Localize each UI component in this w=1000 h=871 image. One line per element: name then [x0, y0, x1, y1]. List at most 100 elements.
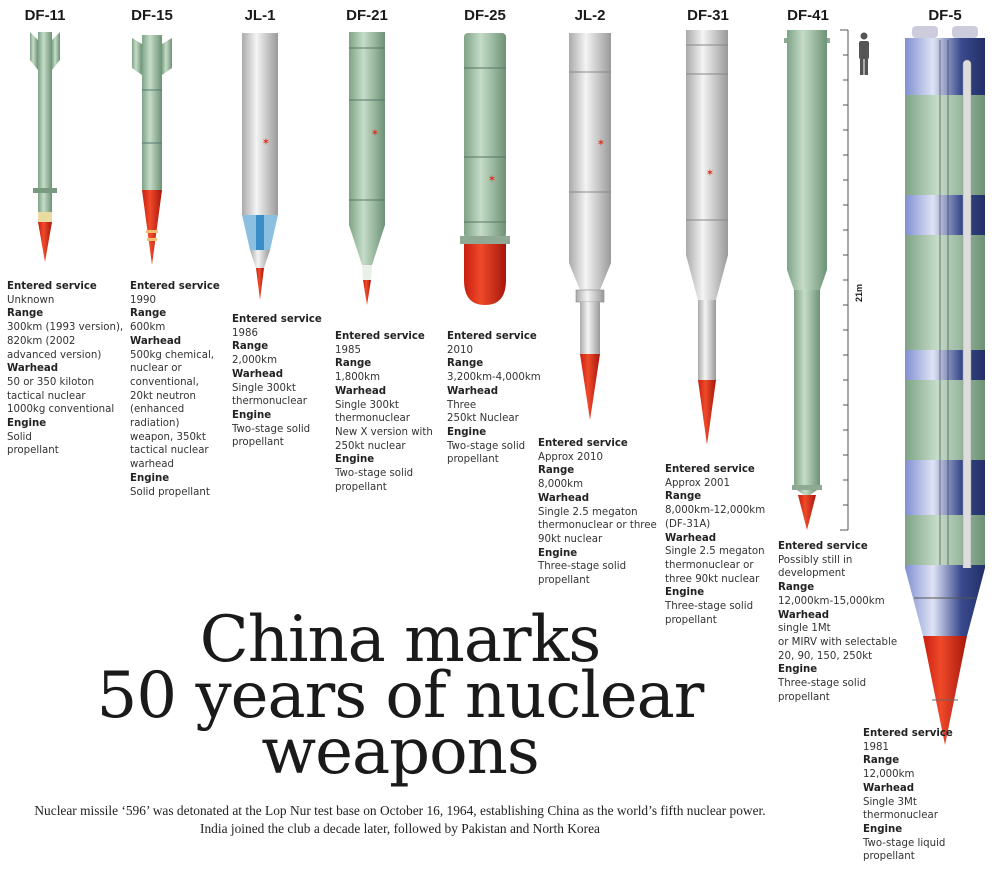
spec-range: 600km: [130, 322, 166, 334]
spec-engine: Two-stage solid propellant: [232, 423, 311, 449]
spec-heading: Range: [863, 755, 900, 767]
spec-heading: Entered service: [447, 331, 537, 342]
missile-name: DF-21: [346, 7, 388, 24]
spec-service: Approx 2001: [665, 477, 730, 489]
svg-text:✶: ✶: [597, 138, 605, 149]
spec-heading: Entered service: [665, 464, 755, 475]
missile-name: DF-15: [131, 7, 173, 24]
spec-engine: Three-stage solid propellant: [538, 561, 627, 587]
missile-df-25: ✶: [460, 33, 510, 305]
missile-specs: Entered service Approx 2001 Range 8,000km-1…: [665, 463, 765, 627]
missile-df-11: [30, 32, 60, 262]
spec-engine: Three-stage solid propellant: [665, 601, 754, 626]
human-figure-icon: [859, 32, 869, 75]
svg-text:✶: ✶: [262, 137, 270, 148]
spec-service: 1985: [335, 344, 361, 356]
spec-heading: Entered service: [7, 281, 97, 292]
missile-df-21: ✶: [349, 32, 385, 305]
missile-specs: Entered service 1990 Range 600km Warhead 500k…: [130, 280, 220, 499]
spec-range: 12,000km: [863, 769, 915, 781]
spec-range: 3,200km-4,000km: [447, 372, 541, 384]
missile-jl-1: ✶: [242, 33, 278, 300]
spec-warhead: Single 2.5 megaton thermonuclear or thre…: [665, 546, 765, 585]
spec-heading: Engine: [447, 426, 487, 438]
subtitle: Nuclear missile ‘596’ was detonated at t…: [34, 803, 766, 836]
missile-name: DF-41: [787, 7, 829, 24]
spec-engine: Solid propellant: [130, 486, 210, 498]
spec-heading: Engine: [538, 547, 578, 559]
spec-heading: Warhead: [232, 368, 284, 380]
spec-range: 1,800km: [335, 372, 380, 384]
missile-df-41: [784, 30, 830, 530]
spec-heading: Engine: [7, 418, 47, 430]
spec-engine: Two-stage solid propellant: [447, 440, 526, 466]
spec-service: Possibly still in development: [778, 554, 853, 580]
spec-heading: Warhead: [665, 532, 717, 544]
spec-heading: Engine: [130, 472, 170, 484]
missile-jl-2: ✶: [569, 33, 611, 420]
spec-heading: Warhead: [447, 385, 499, 397]
spec-service: Approx 2010: [538, 451, 603, 463]
missile-name: DF-31: [687, 7, 729, 24]
spec-warhead: Single 300kt thermonuclear: [232, 382, 307, 408]
headline-line: China marks: [199, 603, 601, 677]
spec-service: 1981: [863, 741, 889, 753]
spec-heading: Range: [538, 465, 575, 477]
spec-heading: Range: [130, 308, 167, 320]
spec-heading: Range: [7, 308, 44, 320]
spec-heading: Engine: [778, 664, 818, 676]
spec-heading: Entered service: [232, 314, 322, 325]
spec-heading: Range: [232, 341, 269, 353]
missile-specs: Entered service Approx 2010 Range 8,000km Wa…: [538, 437, 657, 588]
missile-specs: Entered service Possibly still in develop…: [778, 540, 897, 704]
missile-df-31: ✶: [686, 30, 728, 445]
spec-heading: Entered service: [863, 728, 953, 739]
missile-name: JL-1: [244, 7, 276, 24]
spec-warhead: Single 300kt thermonuclear New X version…: [335, 399, 433, 452]
missile-name: JL-2: [574, 7, 606, 24]
spec-heading: Warhead: [538, 492, 590, 504]
spec-range: 8,000km: [538, 479, 583, 491]
spec-warhead: Single 3Mt thermonuclear: [863, 796, 938, 822]
spec-heading: Range: [778, 582, 815, 594]
headline-line: 50 years of nuclear: [96, 659, 705, 733]
spec-warhead: 50 or 350 kiloton tactical nuclear 1000k…: [7, 376, 115, 416]
scale-bar: [840, 29, 849, 531]
spec-heading: Engine: [665, 587, 705, 599]
spec-service: 1990: [130, 294, 156, 306]
spec-warhead: 500kg chemical, nuclear or conventional,…: [130, 349, 215, 471]
svg-text:✶: ✶: [488, 174, 496, 185]
spec-heading: Warhead: [863, 782, 915, 794]
spec-heading: Range: [665, 491, 702, 503]
spec-engine: Two-stage liquid propellant: [863, 837, 946, 863]
missile-specs: Entered service 1985 Range 1,800km Warhead Si…: [335, 330, 433, 494]
spec-heading: Entered service: [335, 331, 425, 342]
spec-heading: Engine: [863, 823, 903, 835]
spec-warhead: single 1Mt or MIRV with selectable 20, 9…: [778, 623, 898, 662]
spec-engine: Two-stage solid propellant: [335, 468, 414, 493]
missile-name: DF-25: [464, 7, 506, 24]
missile-specs: Entered service 1986 Range 2,000km Warhead Si…: [232, 313, 322, 450]
spec-service: 2010: [447, 344, 473, 356]
svg-text:✶: ✶: [706, 168, 714, 179]
missile-df-15: [132, 35, 172, 265]
spec-heading: Warhead: [130, 335, 182, 347]
spec-engine: Solid propellant: [7, 431, 59, 457]
spec-heading: Engine: [232, 409, 272, 421]
spec-warhead: Single 2.5 megaton thermonuclear or thre…: [538, 506, 657, 545]
spec-range: 300km (1993 version), 820km (2002 advanc…: [7, 322, 124, 361]
spec-service: Unknown: [7, 294, 55, 306]
spec-engine: Three-stage solid propellant: [778, 678, 867, 703]
spec-range: 2,000km: [232, 355, 277, 367]
spec-heading: Entered service: [778, 541, 868, 552]
missile-specs: Entered service 2010 Range 3,200km-4,000km W…: [447, 330, 541, 467]
headline: China marks 50 years of nuclear weapons: [90, 603, 710, 784]
missile-specs: Entered service 1981 Range 12,000km Warhead S…: [863, 727, 1000, 864]
missile-name: DF-5: [928, 7, 962, 24]
missile-df-5: [905, 26, 985, 745]
spec-heading: Range: [335, 358, 372, 370]
spec-warhead: Three 250kt Nuclear: [447, 399, 519, 425]
spec-range: 12,000km-15,000km: [778, 595, 885, 607]
scale-label: 21m: [854, 283, 865, 303]
